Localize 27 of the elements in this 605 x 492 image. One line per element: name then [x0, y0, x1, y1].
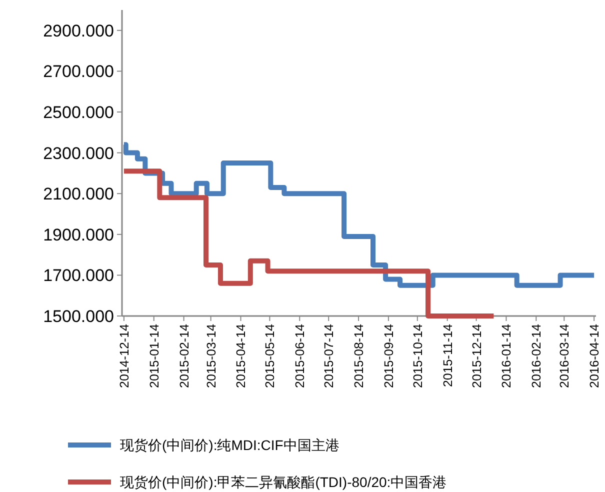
x-tick-label: 2015-05-14 — [263, 324, 278, 388]
x-tick-label: 2016-01-14 — [500, 324, 514, 388]
x-tick-label: 2015-01-14 — [147, 324, 162, 388]
x-tick-label: 2015-07-14 — [322, 324, 336, 388]
y-tick-label: 2900.000 — [43, 21, 114, 40]
x-tick-label: 2015-02-14 — [177, 324, 192, 388]
x-tick-label: 2015-08-14 — [352, 324, 366, 388]
y-tick-label: 1900.000 — [43, 225, 114, 244]
x-tick-label: 2015-10-14 — [410, 324, 425, 388]
legend-label: 现货价(中间价):纯MDI:CIF中国主港 — [120, 437, 340, 453]
x-tick-label: 2015-04-14 — [234, 324, 248, 388]
x-tick-label: 2016-02-14 — [530, 324, 544, 388]
x-tick-label: 2015-12-14 — [470, 324, 484, 388]
x-tick-label: 2016-03-14 — [558, 324, 572, 388]
x-tick-label: 2015-11-14 — [440, 324, 455, 388]
y-tick-label: 1500.000 — [43, 307, 114, 326]
x-tick-label: 2015-09-14 — [382, 324, 396, 388]
y-tick-label: 1700.000 — [43, 266, 114, 286]
y-tick-label: 2700.000 — [43, 62, 114, 82]
x-tick-label: 2016-04-14 — [588, 324, 602, 388]
y-tick-label: 2300.000 — [43, 144, 114, 163]
legend-label: 现货价(中间价):甲苯二异氰酸酯(TDI)-80/20:中国香港 — [120, 474, 447, 490]
x-tick-label: 2015-03-14 — [204, 324, 218, 388]
y-tick-label: 2500.000 — [43, 103, 114, 122]
y-tick-label: 2100.000 — [43, 184, 114, 204]
x-tick-label: 2014-12-14 — [117, 324, 132, 388]
x-tick-label: 2015-06-14 — [293, 324, 308, 388]
